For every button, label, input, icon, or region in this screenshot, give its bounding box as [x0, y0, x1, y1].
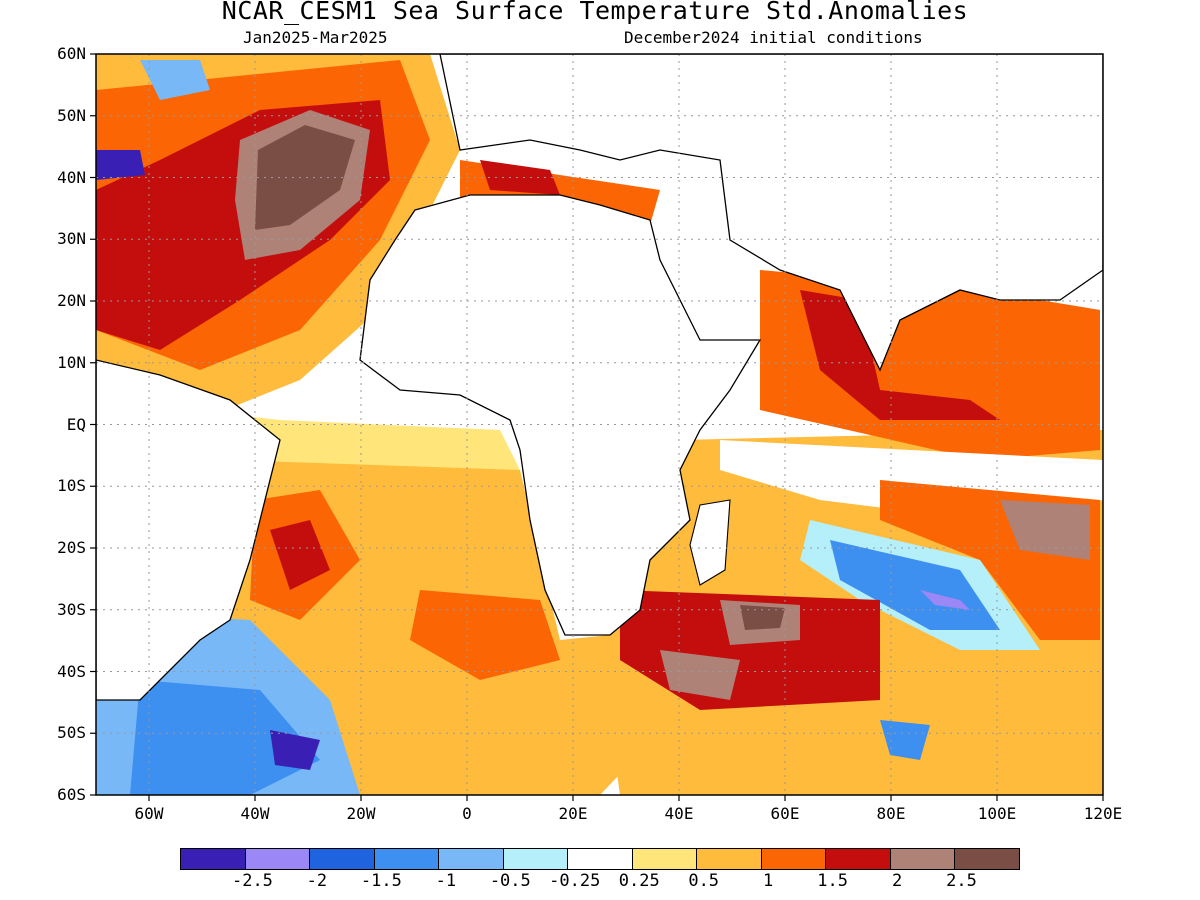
colorbar-swatch [181, 849, 246, 869]
map-title: NCAR_CESM1 Sea Surface Temperature Std.A… [221, 0, 969, 25]
colorbar-label: 2.5 [946, 871, 977, 891]
colorbar-label: 2 [891, 871, 903, 891]
lon-label: 60E [770, 804, 800, 823]
colorbar-swatch [374, 849, 440, 869]
colorbar-label: -0.25 [549, 871, 601, 891]
lat-label: 20S [57, 538, 86, 557]
lat-label: 60N [57, 44, 86, 63]
coastlines [96, 54, 1103, 701]
lon-label: 0 [462, 804, 472, 823]
colorbar-label: -1 [435, 871, 457, 891]
lat-label: 20N [57, 291, 86, 310]
colorbar-label: 1.5 [817, 871, 848, 891]
colorbar-swatch [245, 849, 311, 869]
colorbar-label: -0.5 [489, 871, 531, 891]
colorbar-swatch [697, 849, 762, 869]
lon-label: 40E [664, 804, 694, 823]
colorbar-swatch [310, 849, 375, 869]
colorbar-swatch [632, 849, 698, 869]
lon-label: 120E [1083, 804, 1123, 823]
colorbar-label: 0.25 [618, 871, 660, 891]
lon-label: 80E [876, 804, 906, 823]
colorbar-label: 1 [763, 871, 774, 891]
colorbar-swatch [503, 849, 569, 869]
lat-label: EQ [66, 414, 86, 434]
lat-label: 50N [57, 105, 86, 125]
colorbar-label: -1.5 [360, 871, 402, 891]
colorbar-swatch [955, 849, 1019, 869]
colorbar-swatch [568, 849, 633, 869]
colorbar-label: 0.5 [688, 871, 720, 891]
lat-label: 40N [57, 167, 86, 187]
colorbar-swatch [890, 849, 956, 869]
lat-label: 50S [57, 723, 86, 743]
colorbar-swatch [761, 849, 827, 869]
colorbar-swatch [826, 849, 891, 869]
lat-label: 10N [57, 352, 86, 372]
lon-label: 100E [977, 804, 1017, 823]
lat-label: 30S [57, 599, 86, 619]
lat-label: 30N [57, 229, 86, 249]
lat-label: 10S [57, 476, 86, 496]
lon-label: 40W [240, 804, 270, 823]
lon-label: 60W [134, 804, 164, 823]
colorbar [180, 848, 1020, 870]
lon-label: 20W [346, 804, 376, 823]
colorbar-label: -2 [306, 871, 328, 891]
colorbar-swatch [439, 849, 504, 869]
lon-label: 20E [558, 804, 588, 823]
axis-ticks [90, 53, 1104, 801]
lat-label: 40S [57, 661, 86, 681]
forecast-period: Jan2025-Mar2025 [243, 28, 388, 47]
colorbar-label: -2.5 [231, 871, 273, 891]
lat-label: 60S [57, 785, 86, 804]
initial-conditions: December2024 initial conditions [624, 28, 923, 47]
